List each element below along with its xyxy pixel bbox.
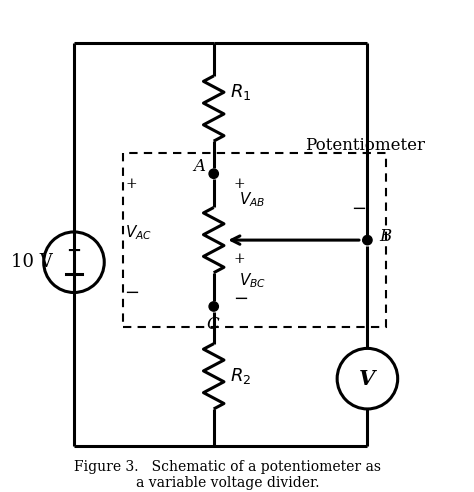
Text: +: + [126, 177, 137, 191]
Text: V: V [359, 369, 375, 389]
Text: B: B [379, 228, 392, 245]
Text: −: − [124, 283, 139, 302]
Text: C: C [206, 316, 219, 333]
Text: +: + [233, 252, 245, 266]
Text: $R_2$: $R_2$ [230, 367, 251, 386]
Text: +: + [233, 177, 245, 190]
Circle shape [209, 302, 219, 311]
Text: −: − [351, 200, 366, 218]
Text: −: − [233, 290, 248, 308]
Text: +: + [66, 242, 82, 260]
Text: $V_{BC}$: $V_{BC}$ [239, 271, 266, 290]
Text: $V_{AC}$: $V_{AC}$ [125, 224, 152, 243]
Text: $R_1$: $R_1$ [230, 82, 251, 102]
Text: Potentiometer: Potentiometer [305, 137, 425, 154]
Circle shape [209, 169, 219, 179]
Text: a variable voltage divider.: a variable voltage divider. [136, 476, 319, 490]
Text: A: A [193, 158, 205, 175]
Text: $V_{AB}$: $V_{AB}$ [239, 190, 266, 209]
Text: Figure 3.   Schematic of a potentiometer as: Figure 3. Schematic of a potentiometer a… [74, 460, 381, 474]
Circle shape [363, 236, 372, 245]
Text: 10 V: 10 V [11, 253, 53, 271]
Bar [123, 153, 386, 328]
